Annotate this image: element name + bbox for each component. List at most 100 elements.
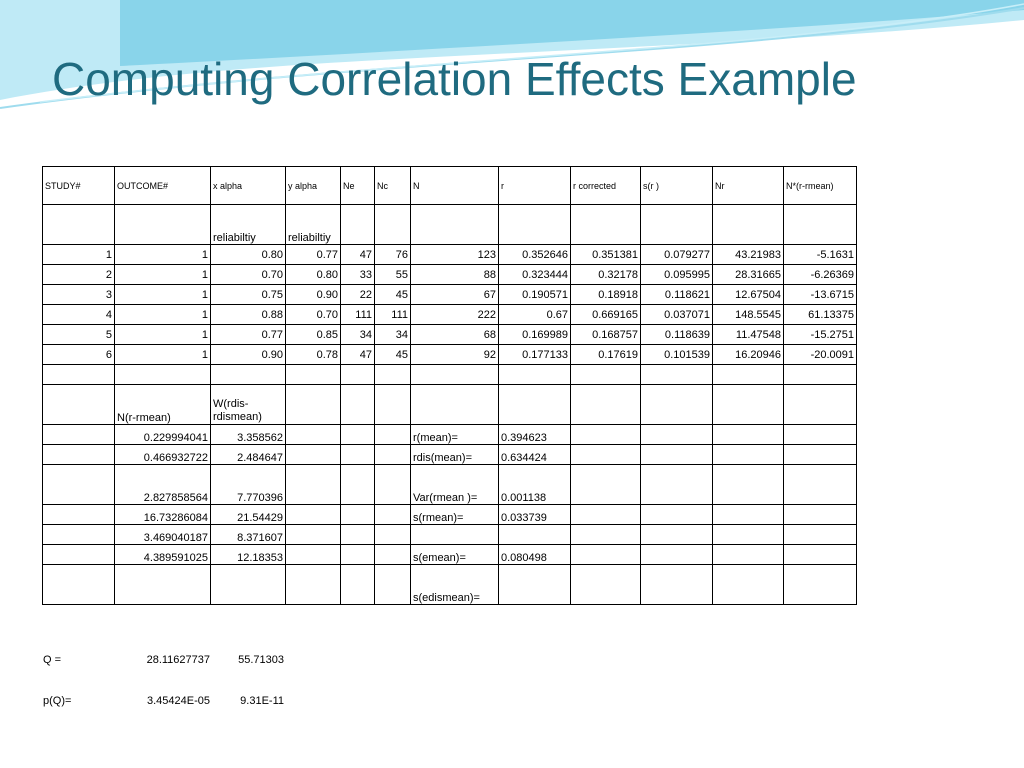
empty-cell: [340, 204, 375, 245]
data-cell: 222: [410, 304, 499, 325]
empty-cell: [712, 384, 784, 425]
column-header: STUDY#: [42, 166, 115, 205]
stat-label: s(rmean)=: [410, 504, 499, 525]
column-header: N: [410, 166, 499, 205]
data-cell: 3.358562: [210, 424, 286, 445]
empty-cell: [340, 424, 375, 445]
stat-label: rdis(mean)=: [410, 444, 499, 465]
data-cell: 111: [340, 304, 375, 325]
column-header: N*(r-rmean): [783, 166, 857, 205]
slide-title: Computing Correlation Effects Example: [52, 53, 857, 105]
empty-cell: [285, 544, 341, 565]
empty-cell: [712, 424, 784, 445]
empty-cell: [640, 564, 713, 605]
data-cell: 0.323444: [498, 264, 571, 285]
empty-cell: [498, 364, 571, 385]
data-cell: 34: [374, 324, 411, 345]
data-cell: 0.78: [285, 344, 341, 365]
table-row: 2.827858564 7.770396 Var(rmean )= 0.001138: [42, 464, 857, 505]
pq-value-1: 3.45424E-05: [147, 695, 210, 707]
data-cell: 67: [410, 284, 499, 305]
data-cell: 6: [42, 344, 115, 365]
data-cell: 0.67: [498, 304, 571, 325]
data-cell: 55: [374, 264, 411, 285]
table-row: 6 1 0.90 0.78 47 45 92 0.177133 0.17619 0.101539 1…: [42, 344, 857, 365]
empty-cell: [783, 364, 857, 385]
empty-cell: [570, 384, 641, 425]
data-cell: 2: [42, 264, 115, 285]
data-cell: 1: [114, 344, 211, 365]
pq-label: p(Q)=: [43, 695, 72, 707]
data-cell: 28.31665: [712, 264, 784, 285]
empty-cell: [42, 384, 115, 425]
empty-cell: [640, 424, 713, 445]
empty-cell: [783, 544, 857, 565]
table-row: 3.469040187 8.371607: [42, 524, 857, 545]
stat-value: 0.634424: [498, 444, 571, 465]
data-cell: 8.371607: [210, 524, 286, 545]
data-cell: 34: [340, 324, 375, 345]
data-cell: 76: [374, 244, 411, 265]
data-cell: 47: [340, 244, 375, 265]
table-row: 0.229994041 3.358562 r(mean)= 0.394623: [42, 424, 857, 445]
reliability-label: reliabiltiy: [210, 204, 286, 245]
empty-cell: [374, 384, 411, 425]
empty-cell: [410, 204, 499, 245]
data-cell: 0.169989: [498, 324, 571, 345]
empty-cell: [42, 204, 115, 245]
empty-cell: [640, 464, 713, 505]
empty-cell: [340, 464, 375, 505]
empty-cell: [783, 564, 857, 605]
data-cell: 47: [340, 344, 375, 365]
column-header: Nc: [374, 166, 411, 205]
data-cell: 1: [114, 244, 211, 265]
empty-cell: [783, 384, 857, 425]
data-cell: 7.770396: [210, 464, 286, 505]
stat-value: [498, 524, 571, 545]
table-row: 1 1 0.80 0.77 47 76 123 0.352646 0.351381 0.07927…: [42, 244, 857, 265]
data-cell: 3.469040187: [114, 524, 211, 545]
data-cell: 0.101539: [640, 344, 713, 365]
empty-cell: [640, 204, 713, 245]
empty-cell: [285, 424, 341, 445]
empty-cell: [42, 544, 115, 565]
empty-cell: [114, 564, 211, 605]
empty-cell: [712, 444, 784, 465]
empty-cell: [340, 444, 375, 465]
data-cell: 0.80: [285, 264, 341, 285]
empty-cell: [340, 384, 375, 425]
data-cell: 0.90: [210, 344, 286, 365]
data-cell: 0.095995: [640, 264, 713, 285]
empty-cell: [42, 504, 115, 525]
empty-cell: [340, 524, 375, 545]
data-cell: 0.88: [210, 304, 286, 325]
data-cell: 0.118639: [640, 324, 713, 345]
column-header: x alpha: [210, 166, 286, 205]
data-cell: 22: [340, 284, 375, 305]
empty-cell: [570, 464, 641, 505]
empty-cell: [712, 464, 784, 505]
column-header: Nr: [712, 166, 784, 205]
data-cell: 0.351381: [570, 244, 641, 265]
header-wave-decoration: [0, 0, 1024, 109]
empty-cell: [783, 204, 857, 245]
reliability-label: reliabiltiy: [285, 204, 341, 245]
q-label: Q =: [43, 654, 62, 666]
empty-cell: [410, 364, 499, 385]
table-row: reliabiltiy reliabiltiy: [42, 204, 857, 245]
empty-cell: [640, 444, 713, 465]
data-cell: 0.18918: [570, 284, 641, 305]
data-cell: 2.827858564: [114, 464, 211, 505]
table-row: 4 1 0.88 0.70 111 111 222 0.67 0.669165 0.037071 1…: [42, 304, 857, 325]
data-cell: 68: [410, 324, 499, 345]
data-cell: 0.229994041: [114, 424, 211, 445]
empty-cell: [210, 364, 286, 385]
stat-label: s(emean)=: [410, 544, 499, 565]
data-cell: 1: [114, 304, 211, 325]
empty-cell: [340, 364, 375, 385]
data-cell: 0.17619: [570, 344, 641, 365]
empty-cell: [570, 364, 641, 385]
empty-cell: [640, 504, 713, 525]
empty-cell: [42, 464, 115, 505]
